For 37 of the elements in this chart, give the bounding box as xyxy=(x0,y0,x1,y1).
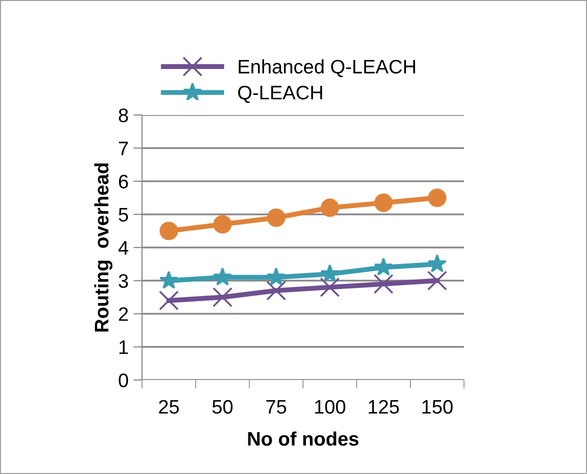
point xyxy=(374,194,393,212)
y-tick-label: 5 xyxy=(118,208,128,222)
x-tick-label: 25 xyxy=(159,400,179,414)
point xyxy=(213,267,232,286)
point xyxy=(212,287,232,308)
y-axis-title: Routing overhead xyxy=(94,163,112,332)
point xyxy=(158,290,179,310)
y-tick-label: 6 xyxy=(118,174,128,188)
x-axis-title: No of nodes xyxy=(248,431,358,446)
point xyxy=(374,274,394,294)
y-tick-label: 7 xyxy=(118,142,128,156)
point xyxy=(427,270,448,291)
x-tick-label: 75 xyxy=(266,400,286,414)
legend-label: Enhanced Q-LEACH xyxy=(238,59,416,78)
x-tick-label: 125 xyxy=(368,400,399,414)
y-tick-label: 3 xyxy=(118,274,128,288)
point xyxy=(213,215,232,234)
y-tick-label: 8 xyxy=(118,108,128,122)
point xyxy=(159,270,178,289)
point xyxy=(320,277,340,298)
x-tick-label: 100 xyxy=(315,400,346,414)
x-tick-label: 50 xyxy=(212,400,233,414)
point xyxy=(428,254,447,272)
point xyxy=(320,198,340,217)
point xyxy=(266,267,286,286)
legend-label: Q-LEACH xyxy=(238,86,322,103)
point xyxy=(428,188,446,208)
y-tick-label: 1 xyxy=(119,340,128,354)
point xyxy=(266,280,286,300)
point xyxy=(160,222,178,240)
point xyxy=(374,257,393,276)
y-tick-label: 2 xyxy=(118,307,128,321)
y-tick-label: 4 xyxy=(118,241,128,255)
point xyxy=(320,264,340,282)
x-tick-label: 150 xyxy=(422,400,453,414)
point xyxy=(266,208,286,227)
y-tick-label: 0 xyxy=(118,373,128,388)
